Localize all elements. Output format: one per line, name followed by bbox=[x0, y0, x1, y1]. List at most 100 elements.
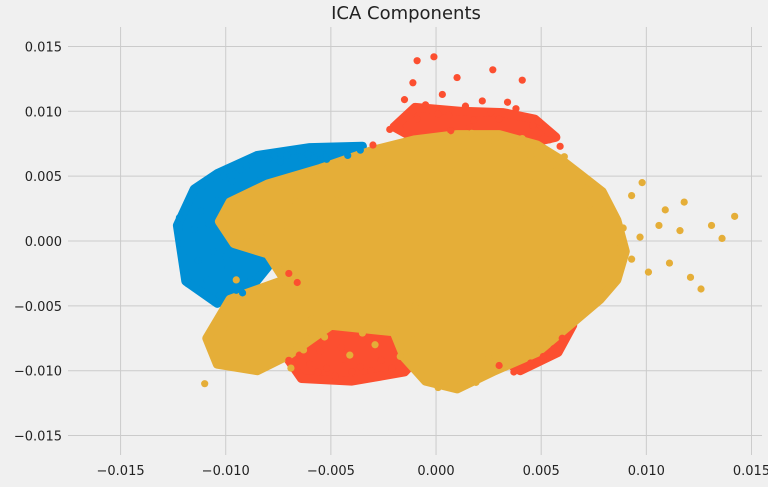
scatter-point bbox=[447, 372, 455, 380]
scatter-point bbox=[535, 329, 543, 337]
x-tick-label: −0.015 bbox=[97, 464, 145, 479]
scatter-point bbox=[323, 364, 331, 372]
scatter-point bbox=[386, 125, 394, 134]
scatter-point bbox=[638, 179, 646, 187]
scatter-point bbox=[686, 273, 695, 281]
scatter-point bbox=[253, 156, 261, 165]
scatter-point bbox=[463, 263, 472, 271]
scatter-point bbox=[421, 276, 430, 284]
scatter-point bbox=[320, 333, 329, 341]
scatter-point bbox=[619, 224, 627, 232]
scatter-point bbox=[232, 286, 240, 294]
scatter-point bbox=[447, 127, 455, 135]
scatter-point bbox=[510, 368, 518, 376]
data-points bbox=[175, 53, 739, 392]
scatter-point bbox=[222, 252, 230, 261]
scatter-point bbox=[274, 328, 282, 336]
scatter-point bbox=[466, 123, 474, 131]
scatter-point bbox=[434, 147, 442, 156]
scatter-point bbox=[306, 360, 314, 368]
scatter-point bbox=[628, 192, 636, 200]
scatter-point bbox=[287, 364, 295, 372]
scatter-point bbox=[438, 90, 446, 99]
scatter-point bbox=[249, 359, 257, 367]
scatter-point bbox=[257, 173, 266, 182]
scatter-point bbox=[489, 66, 497, 74]
scatter-point bbox=[527, 179, 535, 187]
scatter-point bbox=[459, 142, 467, 150]
scatter-point bbox=[516, 211, 524, 219]
scatter-point bbox=[369, 141, 377, 149]
scatter-point bbox=[209, 247, 217, 255]
scatter-point bbox=[501, 160, 510, 169]
scatter-point bbox=[213, 190, 221, 198]
scatter-point bbox=[190, 225, 198, 233]
scatter-point bbox=[577, 188, 585, 196]
scatter-point bbox=[299, 245, 308, 253]
scatter-point bbox=[226, 325, 234, 333]
scatter-point bbox=[299, 346, 308, 354]
scatter-point bbox=[421, 101, 430, 109]
scatter-point bbox=[337, 343, 345, 351]
scatter-point bbox=[495, 289, 503, 297]
scatter-point bbox=[175, 214, 184, 222]
y-tick-label: 0.005 bbox=[25, 170, 62, 185]
scatter-point bbox=[356, 363, 364, 371]
scatter-point bbox=[596, 276, 604, 284]
scatter-point bbox=[527, 151, 535, 159]
scatter-point bbox=[506, 237, 514, 245]
scatter-point bbox=[388, 364, 396, 372]
scatter-point bbox=[257, 233, 266, 241]
scatter-point bbox=[215, 291, 224, 300]
scatter-point bbox=[411, 302, 419, 310]
scatter-point bbox=[247, 276, 255, 284]
chart-title: ICA Components bbox=[331, 3, 481, 24]
scatter-point bbox=[232, 276, 240, 284]
scatter-point bbox=[238, 313, 247, 322]
scatter-point bbox=[594, 217, 602, 226]
scatter-point bbox=[375, 201, 383, 209]
scatter-point bbox=[203, 276, 211, 284]
scatter-point bbox=[333, 323, 341, 331]
scatter-point bbox=[573, 290, 581, 298]
y-tick-label: −0.010 bbox=[14, 365, 62, 380]
point-cloud bbox=[172, 141, 367, 308]
scatter-point bbox=[194, 256, 202, 265]
x-axis-ticks: −0.015 −0.010 −0.005 0.000 0.005 0.010 0.015 bbox=[97, 464, 768, 479]
scatter-point bbox=[503, 98, 512, 106]
scatter-point bbox=[236, 166, 245, 174]
scatter-point bbox=[495, 361, 503, 370]
scatter-point bbox=[432, 211, 440, 219]
scatter-point bbox=[283, 151, 291, 159]
scatter-point bbox=[211, 355, 219, 363]
scatter-point bbox=[396, 352, 404, 361]
scatter-point bbox=[367, 153, 375, 161]
scatter-point bbox=[350, 212, 358, 220]
scatter-point bbox=[445, 111, 453, 119]
scatter-point bbox=[369, 282, 377, 290]
scatter-point bbox=[583, 303, 592, 311]
scatter-point bbox=[285, 269, 293, 278]
x-tick-label: −0.005 bbox=[307, 464, 355, 479]
scatter-point bbox=[262, 342, 270, 350]
scatter-point bbox=[325, 227, 333, 235]
scatter-point bbox=[304, 150, 312, 158]
scatter-point bbox=[434, 110, 442, 118]
scatter-point bbox=[558, 230, 566, 239]
scatter-point bbox=[476, 158, 484, 166]
scatter-point bbox=[295, 351, 303, 359]
scatter-point bbox=[409, 335, 417, 344]
y-tick-label: 0.010 bbox=[25, 105, 62, 120]
scatter-point bbox=[264, 155, 272, 163]
scatter-point bbox=[196, 207, 205, 215]
scatter-point bbox=[556, 142, 564, 150]
x-tick-label: −0.010 bbox=[202, 464, 250, 479]
scatter-point bbox=[348, 368, 356, 376]
scatter-point bbox=[390, 230, 398, 239]
scatter-point bbox=[220, 172, 228, 180]
scatter-point bbox=[184, 280, 192, 288]
scatter-point bbox=[520, 112, 528, 121]
scatter-point bbox=[377, 356, 385, 364]
